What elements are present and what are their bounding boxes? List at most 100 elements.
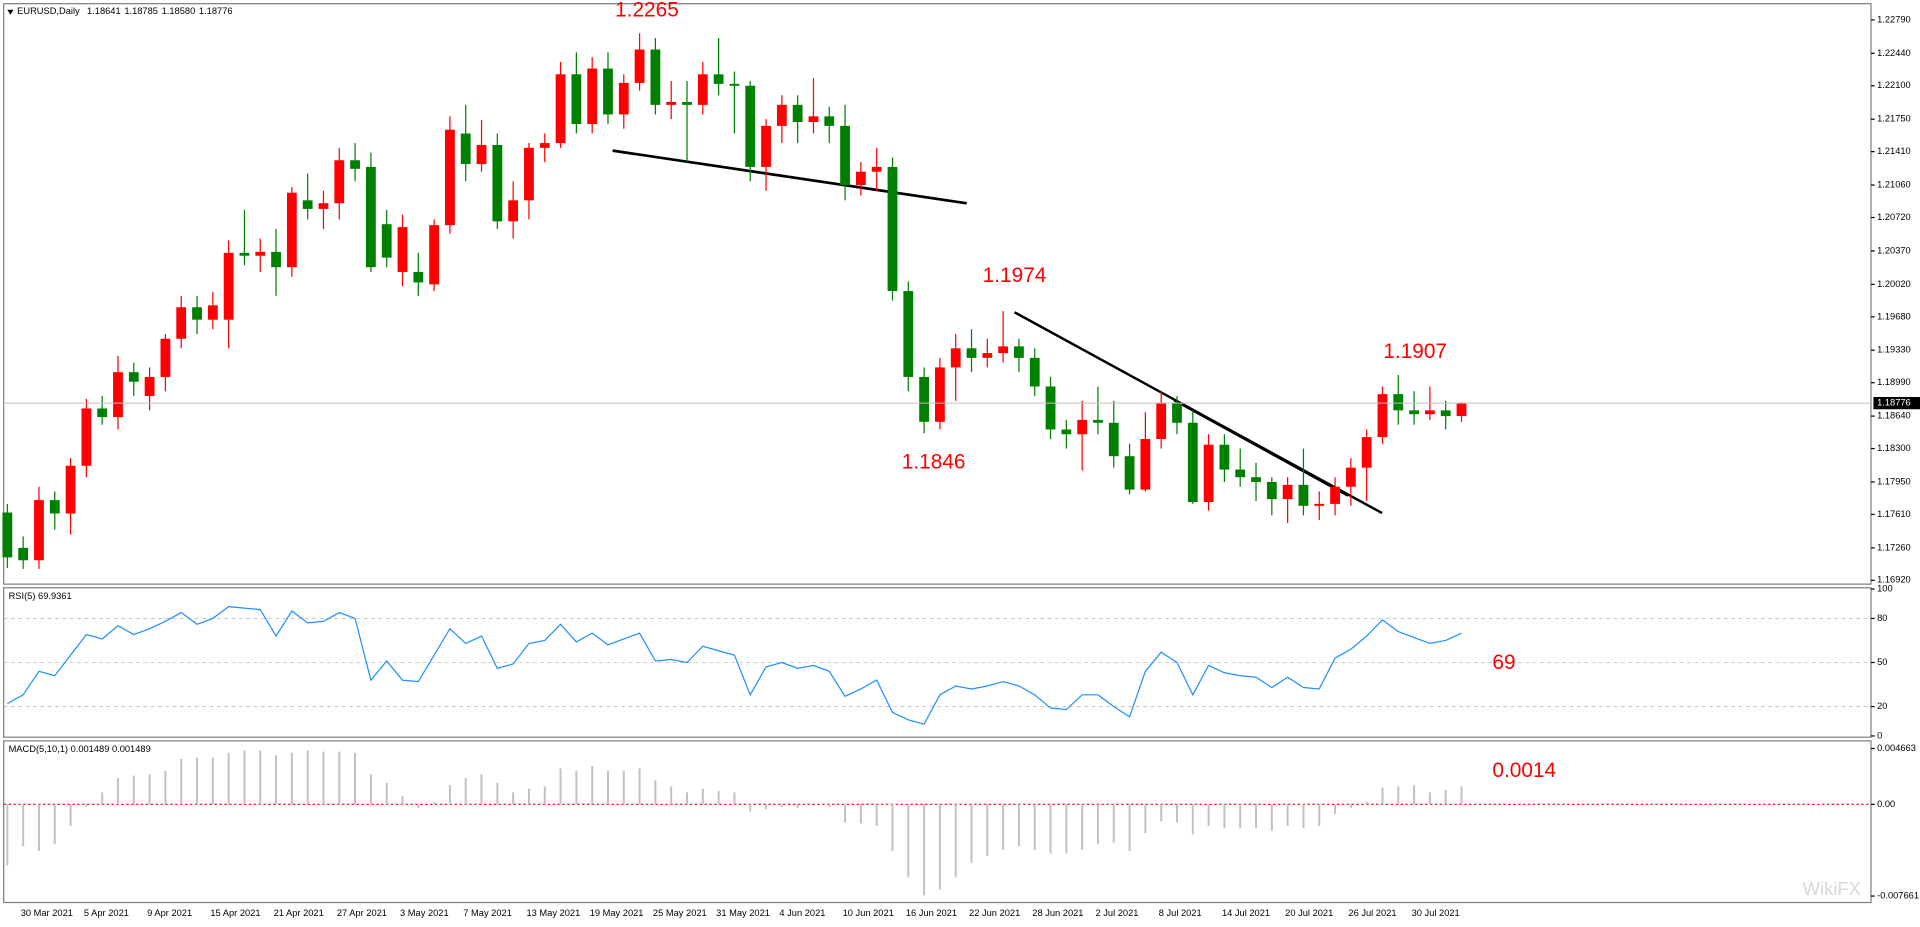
open-label: 1.18641 bbox=[87, 7, 121, 17]
y-tick-label: 1.18640 bbox=[1877, 411, 1911, 421]
candle-body bbox=[271, 251, 281, 268]
candle-body bbox=[160, 338, 171, 377]
candle-body bbox=[1377, 394, 1388, 438]
x-tick-label: 8 Jul 2021 bbox=[1159, 908, 1202, 918]
trendline bbox=[1173, 399, 1349, 497]
y-tick-label: 1.18990 bbox=[1877, 377, 1911, 387]
candle-body bbox=[476, 144, 487, 165]
annotation: 69 bbox=[1492, 651, 1515, 674]
y-tick-label: 1.17610 bbox=[1877, 509, 1911, 519]
candle-body bbox=[697, 74, 708, 105]
current-price-label: 1.18776 bbox=[1877, 398, 1911, 408]
rsi-header: RSI(5) 69.9361 bbox=[9, 591, 72, 601]
candle-body bbox=[144, 376, 155, 397]
y-tick-label: 80 bbox=[1877, 613, 1887, 623]
candle-body bbox=[192, 307, 202, 320]
candle-body bbox=[286, 192, 297, 268]
main-panel bbox=[3, 3, 1872, 585]
candle-body bbox=[413, 271, 424, 283]
symbol-header: EURUSD,Daily 1.18641 1.18785 1.18580 1.18776 bbox=[17, 7, 232, 17]
candle-body bbox=[239, 252, 250, 256]
x-tick-label: 19 May 2021 bbox=[590, 908, 644, 918]
rsi-line bbox=[7, 606, 1462, 725]
candle-body bbox=[128, 372, 139, 382]
candle-body bbox=[1061, 429, 1072, 435]
candle-body bbox=[1345, 467, 1356, 487]
candle-body bbox=[1108, 422, 1119, 457]
y-tick-label: 1.18300 bbox=[1877, 443, 1911, 453]
candle-body bbox=[176, 307, 187, 339]
candle-body bbox=[65, 465, 76, 514]
close-label: 1.18776 bbox=[199, 7, 233, 17]
candle-body bbox=[1251, 477, 1261, 482]
x-tick-label: 9 Apr 2021 bbox=[147, 908, 192, 918]
candle-body bbox=[650, 49, 661, 105]
x-tick-label: 16 Jun 2021 bbox=[906, 908, 957, 918]
candle-body bbox=[1235, 469, 1246, 478]
annotation: 1.1846 bbox=[902, 450, 966, 473]
candle-body bbox=[397, 227, 408, 272]
candle-body bbox=[18, 547, 29, 561]
candle-body bbox=[1298, 484, 1309, 506]
x-tick-label: 26 Jul 2021 bbox=[1348, 908, 1396, 918]
candle-body bbox=[302, 200, 313, 209]
candle-body bbox=[555, 74, 566, 144]
candle-body bbox=[365, 166, 376, 268]
candle-body bbox=[1029, 357, 1040, 387]
y-tick-label: 1.21410 bbox=[1877, 146, 1911, 156]
candle-body bbox=[682, 102, 692, 105]
candle-body bbox=[808, 116, 819, 123]
candle-body bbox=[1282, 484, 1293, 500]
annotation: 1.2265 bbox=[615, 0, 679, 22]
x-tick-label: 28 Jun 2021 bbox=[1032, 908, 1083, 918]
x-tick-label: 27 Apr 2021 bbox=[337, 908, 387, 918]
candle-body bbox=[49, 500, 60, 514]
y-tick-label: 0 bbox=[1877, 730, 1882, 740]
candle-body bbox=[855, 171, 866, 186]
candle-body bbox=[1361, 437, 1372, 468]
candle-body bbox=[1409, 410, 1419, 415]
candle-body bbox=[903, 291, 914, 377]
low-label: 1.18580 bbox=[162, 7, 196, 17]
y-tick-label: 1.22440 bbox=[1877, 48, 1911, 58]
candle-body bbox=[1330, 486, 1340, 504]
candle-body bbox=[824, 116, 835, 126]
candle-body bbox=[334, 160, 345, 204]
candle-body bbox=[1172, 402, 1182, 423]
candle-body bbox=[1014, 346, 1024, 358]
candle-body bbox=[1219, 444, 1230, 470]
y-tick-label: 0.004663 bbox=[1877, 743, 1916, 753]
candle-body bbox=[97, 408, 108, 418]
candle-body bbox=[919, 376, 930, 422]
candle-body bbox=[1045, 386, 1056, 430]
candle-body bbox=[1314, 503, 1325, 506]
candle-body bbox=[935, 367, 945, 422]
y-tick-label: 1.22100 bbox=[1877, 80, 1911, 90]
candle-body bbox=[982, 353, 993, 358]
candle-body bbox=[207, 305, 218, 320]
candle-body bbox=[776, 104, 787, 126]
candle-body bbox=[634, 49, 645, 83]
candle-body bbox=[603, 68, 613, 115]
x-tick-label: 31 May 2021 bbox=[716, 908, 770, 918]
x-tick-label: 14 Jul 2021 bbox=[1222, 908, 1270, 918]
annotation: 1.1974 bbox=[983, 264, 1047, 287]
candle-body bbox=[618, 82, 629, 115]
candle-body bbox=[113, 372, 123, 418]
symbol: EURUSD,Daily bbox=[17, 7, 80, 17]
y-tick-label: 1.20370 bbox=[1877, 245, 1911, 255]
y-tick-label: 100 bbox=[1877, 583, 1893, 593]
watermark: WikiFX bbox=[1803, 878, 1861, 899]
candle-body bbox=[1203, 444, 1214, 503]
y-tick-label: -0.007661 bbox=[1877, 891, 1919, 901]
candle-body bbox=[539, 143, 550, 148]
candle-body bbox=[871, 166, 882, 172]
candle-body bbox=[950, 348, 961, 368]
candle-body bbox=[887, 166, 898, 292]
candle-body bbox=[381, 224, 392, 258]
menu-arrow[interactable] bbox=[7, 9, 14, 15]
macd-header: MACD(5,10,1) 0.001489 0.001489 bbox=[9, 744, 151, 754]
candle-body bbox=[508, 200, 519, 222]
